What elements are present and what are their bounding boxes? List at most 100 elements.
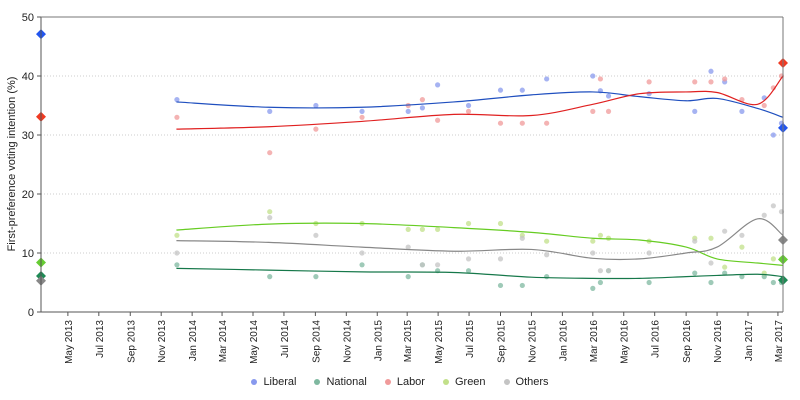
x-tick-label: Jul 2014 — [280, 320, 291, 358]
poll-point-liberal — [519, 87, 525, 93]
legend-label: Labor — [396, 376, 425, 388]
x-tick-label: Jan 2016 — [558, 320, 569, 362]
poll-point-green — [597, 232, 604, 238]
poll-point-others — [605, 268, 612, 274]
poll-point-green — [770, 256, 776, 262]
legend-item-liberal[interactable]: Liberal — [251, 376, 296, 388]
legend-label: National — [326, 376, 367, 388]
poll-point-green — [590, 238, 596, 244]
trend-lines — [176, 75, 784, 280]
poll-point-green — [605, 235, 612, 241]
poll-point-labor — [692, 79, 698, 85]
poll-chart: 0 10 20 30 40 50 May 2013 Jul 2013 Sep 2013 Nov … — [6, 12, 788, 364]
poll-point-labor — [590, 108, 596, 114]
poll-point-green — [174, 232, 180, 238]
legend-item-green[interactable]: Green — [442, 376, 486, 388]
x-tick-label: May 2014 — [249, 320, 260, 364]
legend-item-labor[interactable]: Labor — [384, 376, 425, 388]
x-tick-label: May 2015 — [434, 320, 445, 364]
poll-point-liberal — [174, 97, 180, 103]
poll-point-liberal — [544, 76, 550, 82]
poll-point-liberal — [405, 108, 411, 114]
poll-point-green — [419, 226, 425, 232]
x-tick-label: Nov 2015 — [527, 320, 538, 363]
legend-dot-icon — [251, 379, 258, 386]
x-axis-ticks: May 2013 Jul 2013 Sep 2013 Nov 2013 Jan 2014… — [64, 312, 785, 364]
x-tick-label: Nov 2013 — [157, 320, 168, 363]
x-tick-label: May 2013 — [64, 320, 75, 364]
poll-point-national — [465, 268, 472, 274]
poll-point-others — [405, 244, 411, 250]
poll-point-liberal — [646, 91, 652, 97]
poll-point-others — [590, 250, 596, 256]
poll-point-others — [722, 228, 728, 234]
poll-point-national — [519, 282, 525, 289]
x-tick-label: Sep 2014 — [311, 320, 322, 363]
poll-point-national — [174, 262, 180, 268]
poll-point-others — [544, 252, 550, 258]
poll-point-green — [544, 238, 550, 244]
poll-point-green — [722, 264, 728, 270]
poll-point-liberal — [692, 108, 698, 114]
poll-point-liberal — [605, 93, 612, 99]
poll-point-others — [497, 256, 504, 262]
poll-point-others — [770, 203, 776, 209]
poll-point-liberal — [435, 82, 441, 88]
poll-point-labor — [722, 76, 728, 82]
poll-point-labor — [708, 79, 714, 85]
y-tick-label: 30 — [22, 130, 34, 142]
election-result-markers — [36, 29, 788, 286]
x-tick-label: Jan 2014 — [188, 320, 199, 362]
poll-point-others — [174, 250, 180, 256]
poll-point-green — [267, 209, 273, 215]
legend-dot-icon — [503, 379, 510, 386]
poll-point-others — [359, 250, 365, 256]
poll-point-national — [267, 274, 273, 280]
poll-point-liberal — [313, 102, 319, 109]
x-tick-label: Sep 2013 — [126, 320, 137, 363]
poll-point-liberal — [419, 105, 425, 111]
y-tick-label: 50 — [22, 12, 34, 24]
legend-item-national[interactable]: National — [314, 376, 367, 388]
poll-point-liberal — [465, 102, 472, 109]
poll-point-labor — [465, 108, 472, 114]
trend-line-others — [176, 218, 784, 261]
poll-point-others — [267, 215, 273, 221]
poll-points — [174, 68, 785, 291]
x-tick-label: Nov 2014 — [342, 320, 353, 363]
poll-point-national — [544, 274, 550, 280]
poll-point-liberal — [770, 132, 776, 138]
poll-point-others — [597, 268, 604, 274]
legend-dot-icon — [314, 379, 321, 386]
x-tick-label: Sep 2015 — [497, 320, 508, 363]
poll-point-others — [739, 232, 745, 238]
legend-dot-icon — [384, 379, 391, 386]
x-tick-label: Mar 2017 — [774, 320, 785, 363]
poll-point-national — [646, 279, 652, 286]
poll-point-green — [405, 226, 411, 232]
poll-point-labor — [313, 126, 319, 132]
y-tick-label: 40 — [22, 71, 34, 83]
poll-point-liberal — [590, 73, 596, 79]
x-tick-label: Jan 2015 — [373, 320, 384, 362]
poll-point-others — [646, 250, 652, 256]
poll-point-liberal — [739, 108, 745, 114]
poll-point-green — [739, 244, 745, 250]
y-axis-ticks: 0 10 20 30 40 50 — [22, 12, 41, 319]
y-tick-label: 0 — [28, 307, 34, 319]
poll-point-others — [435, 262, 441, 268]
poll-point-national — [313, 274, 319, 280]
poll-point-labor — [359, 114, 365, 120]
poll-point-liberal — [267, 108, 273, 114]
poll-point-national — [692, 270, 698, 276]
poll-point-national — [722, 270, 728, 276]
legend-item-others[interactable]: Others — [503, 376, 549, 388]
trend-line-liberal — [176, 91, 784, 118]
poll-point-others — [708, 260, 714, 266]
x-tick-label: Mar 2014 — [218, 320, 229, 363]
poll-point-labor — [605, 108, 612, 114]
poll-point-others — [692, 238, 698, 244]
x-tick-label: Sep 2016 — [682, 320, 693, 363]
x-tick-label: Jul 2015 — [465, 320, 476, 358]
x-tick-label: Mar 2016 — [589, 320, 600, 363]
